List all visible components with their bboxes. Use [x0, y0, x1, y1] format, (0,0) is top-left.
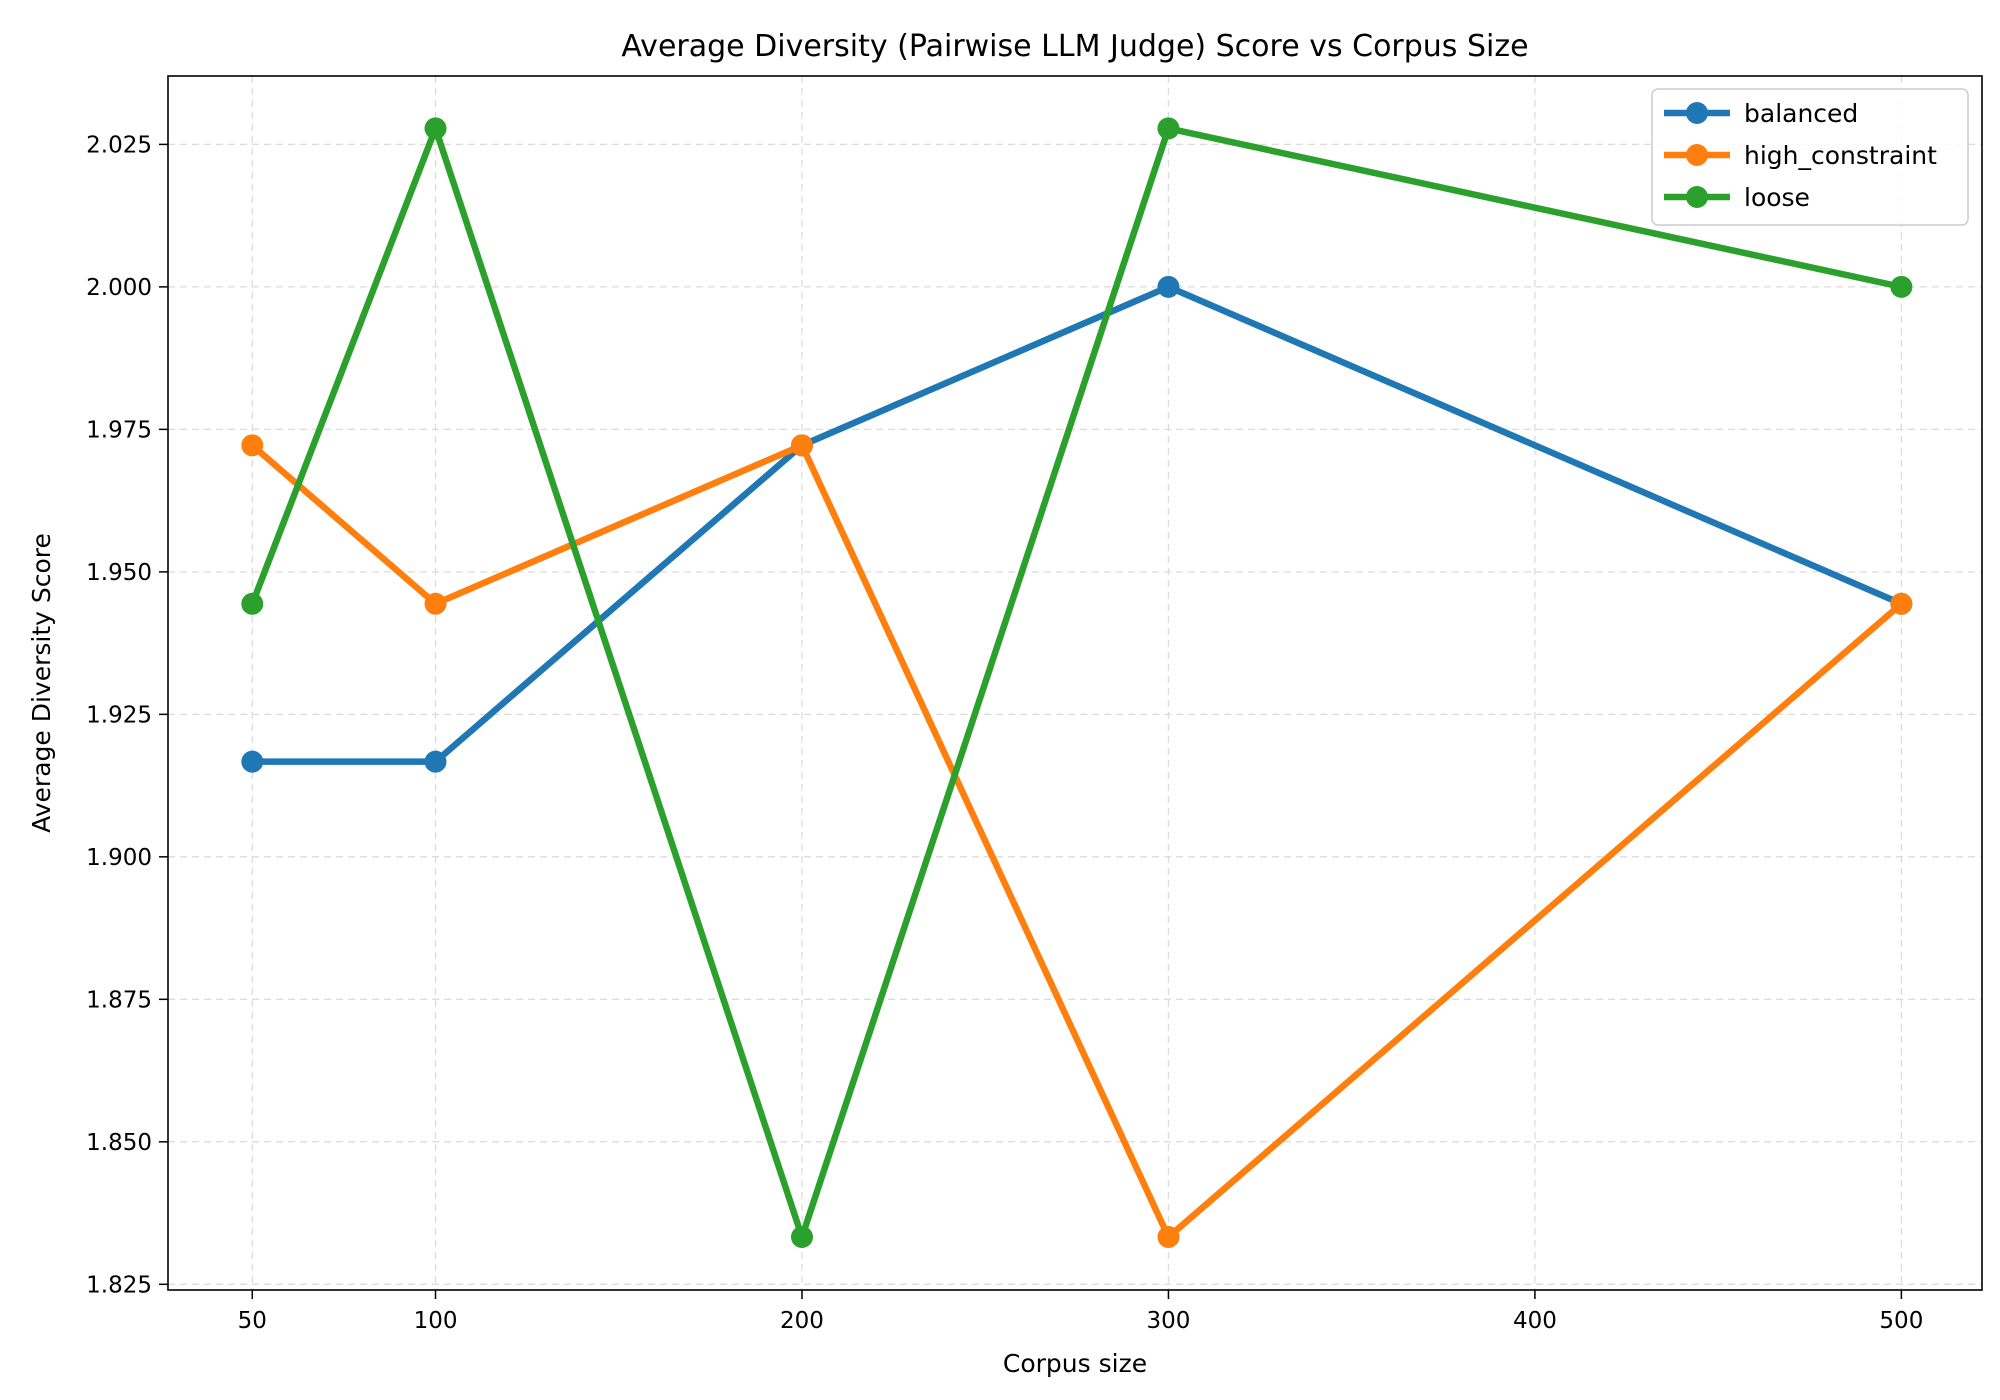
y-tick-label: 1.925 — [86, 702, 152, 728]
data-point-loose — [790, 1225, 813, 1248]
data-point-high_constraint — [790, 434, 813, 457]
grid — [168, 76, 1982, 1290]
data-point-balanced — [241, 750, 264, 773]
legend-label-balanced: balanced — [1744, 99, 1858, 128]
x-tick-label: 500 — [1879, 1308, 1923, 1334]
legend-marker-high_constraint — [1686, 144, 1708, 166]
y-tick-label: 1.975 — [86, 417, 152, 443]
legend-marker-balanced — [1686, 102, 1708, 124]
legend-box — [1651, 88, 1969, 226]
x-tick-label: 50 — [238, 1308, 267, 1334]
x-axis: 50 100 200 300 400 500 — [238, 1290, 1923, 1334]
x-tick-label: 100 — [414, 1308, 458, 1334]
y-tick-label: 1.950 — [86, 560, 152, 586]
data-point-high_constraint — [424, 592, 447, 615]
data-point-loose — [241, 592, 264, 615]
x-axis-label: Corpus size — [1003, 1349, 1147, 1378]
y-tick-label: 2.000 — [86, 275, 152, 301]
data-point-high_constraint — [241, 434, 264, 457]
data-point-high_constraint — [1890, 592, 1913, 615]
x-tick-label: 300 — [1146, 1308, 1190, 1334]
data-point-balanced — [1157, 275, 1180, 298]
chart-title: Average Diversity (Pairwise LLM Judge) S… — [621, 29, 1528, 64]
x-tick-label: 400 — [1513, 1308, 1557, 1334]
data-point-high_constraint — [1157, 1225, 1180, 1248]
y-tick-label: 1.875 — [86, 987, 152, 1013]
plot-frame — [167, 75, 1983, 1291]
y-axis: 1.825 1.850 1.875 1.900 1.925 1.950 1.975 2.000… — [86, 132, 168, 1298]
data-point-loose — [424, 117, 447, 140]
legend-marker-loose — [1686, 186, 1708, 208]
legend-label-high_constraint: high_constraint — [1744, 141, 1937, 170]
y-axis-label: Average Diversity Score — [27, 533, 56, 833]
y-tick-label: 1.900 — [86, 845, 152, 871]
series-points — [241, 117, 1913, 1248]
x-tick-label: 200 — [780, 1308, 824, 1334]
legend-label-loose: loose — [1744, 183, 1810, 212]
y-tick-label: 2.025 — [86, 132, 152, 158]
data-point-balanced — [424, 750, 447, 773]
data-point-loose — [1157, 117, 1180, 140]
data-point-loose — [1890, 275, 1913, 298]
y-tick-label: 1.825 — [86, 1272, 152, 1298]
y-tick-label: 1.850 — [86, 1130, 152, 1156]
